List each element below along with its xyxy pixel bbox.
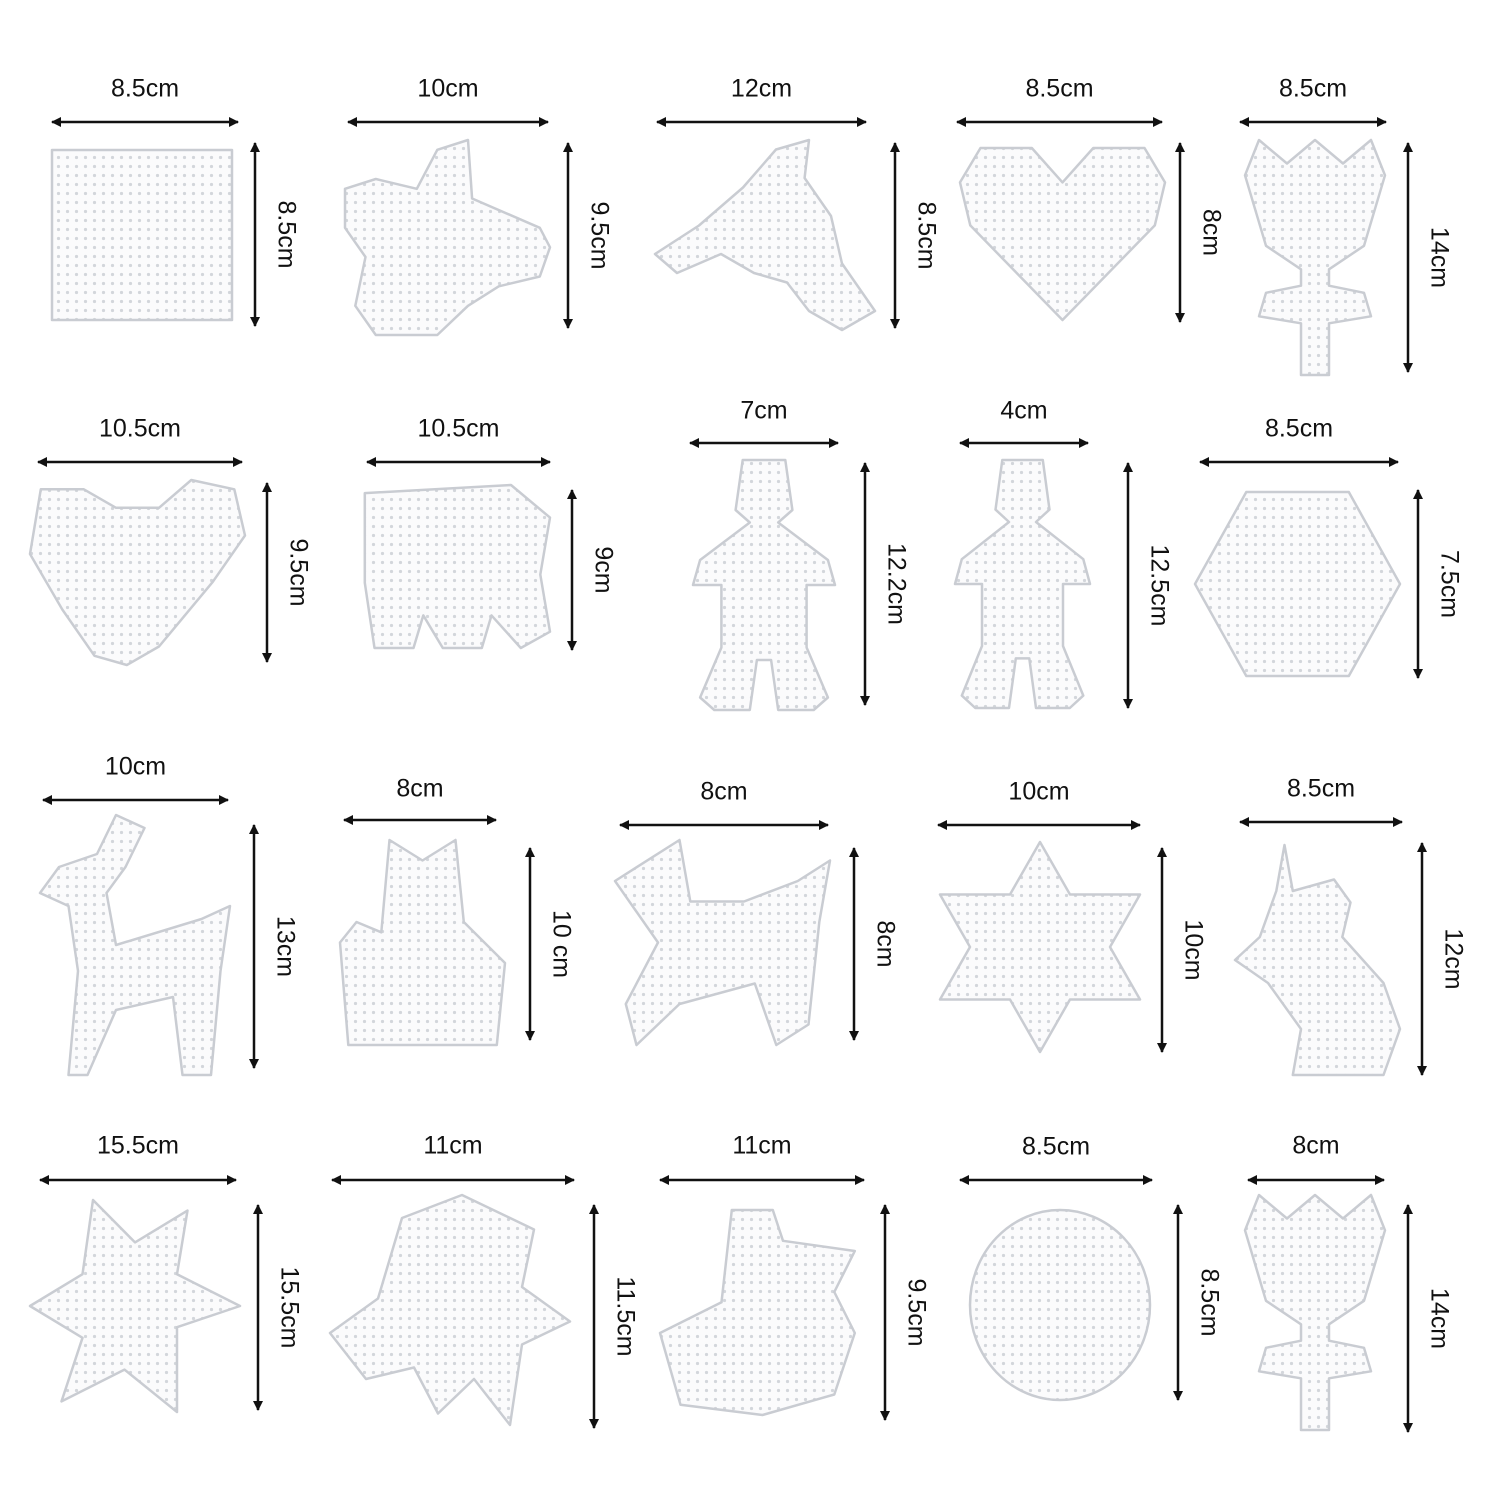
height-label: 9.5cm xyxy=(902,1278,930,1346)
height-label: 8cm xyxy=(1197,209,1225,256)
width-label: 11cm xyxy=(732,1132,791,1160)
pegboard xyxy=(658,1208,857,1417)
pegboard xyxy=(958,146,1167,322)
width-label: 8.5cm xyxy=(1022,1133,1090,1161)
pegboard xyxy=(1193,490,1402,678)
pegboard xyxy=(338,838,507,1047)
width-label: 8.5cm xyxy=(1287,775,1355,803)
height-label: 8.5cm xyxy=(272,200,300,268)
width-label: 10.5cm xyxy=(418,415,500,443)
pegboard xyxy=(968,1208,1152,1402)
height-label: 13cm xyxy=(271,916,299,977)
pegboard xyxy=(691,458,837,712)
height-label: 15.5cm xyxy=(275,1267,303,1349)
pegboard xyxy=(50,148,234,322)
height-label: 9cm xyxy=(589,546,617,593)
pegboard xyxy=(38,813,232,1077)
height-label: 8cm xyxy=(871,920,899,967)
width-label: 10cm xyxy=(417,75,478,103)
pegboard xyxy=(938,840,1142,1054)
width-label: 15.5cm xyxy=(97,1132,179,1160)
height-label: 9.5cm xyxy=(284,538,312,606)
pegboard xyxy=(1243,138,1387,377)
width-label: 8cm xyxy=(396,775,443,803)
height-label: 9.5cm xyxy=(585,201,613,269)
width-label: 8cm xyxy=(700,778,747,806)
height-label: 12.2cm xyxy=(882,543,910,625)
pegboard xyxy=(28,478,247,667)
width-label: 8.5cm xyxy=(111,75,179,103)
width-label: 11cm xyxy=(423,1132,482,1160)
pegboard xyxy=(613,838,832,1047)
height-label: 11.5cm xyxy=(611,1276,639,1356)
height-label: 14cm xyxy=(1425,1288,1453,1349)
width-label: 8.5cm xyxy=(1265,415,1333,443)
pegboard xyxy=(953,458,1092,710)
height-label: 12cm xyxy=(1439,928,1467,989)
height-label: 10 cm xyxy=(547,910,575,978)
width-label: 10cm xyxy=(1008,778,1069,806)
height-label: 10cm xyxy=(1179,919,1207,980)
pegboard xyxy=(28,1198,242,1414)
height-label: 7.5cm xyxy=(1435,550,1463,618)
pegboard xyxy=(653,138,877,332)
height-label: 14cm xyxy=(1425,227,1453,288)
height-label: 12.5cm xyxy=(1145,545,1173,627)
pegboard xyxy=(1243,1193,1387,1432)
width-label: 8cm xyxy=(1292,1132,1339,1160)
width-label: 10.5cm xyxy=(99,415,181,443)
width-label: 7cm xyxy=(740,397,787,425)
pegboard xyxy=(343,138,552,337)
pegboard xyxy=(363,483,552,650)
width-label: 10cm xyxy=(105,753,166,781)
height-label: 8.5cm xyxy=(1195,1268,1223,1336)
pegboard xyxy=(1233,843,1402,1077)
pegboard xyxy=(328,1193,572,1427)
width-label: 8.5cm xyxy=(1279,75,1347,103)
height-label: 8.5cm xyxy=(912,201,940,269)
width-label: 8.5cm xyxy=(1025,75,1093,103)
width-label: 4cm xyxy=(1000,397,1047,425)
width-label: 12cm xyxy=(731,75,792,103)
